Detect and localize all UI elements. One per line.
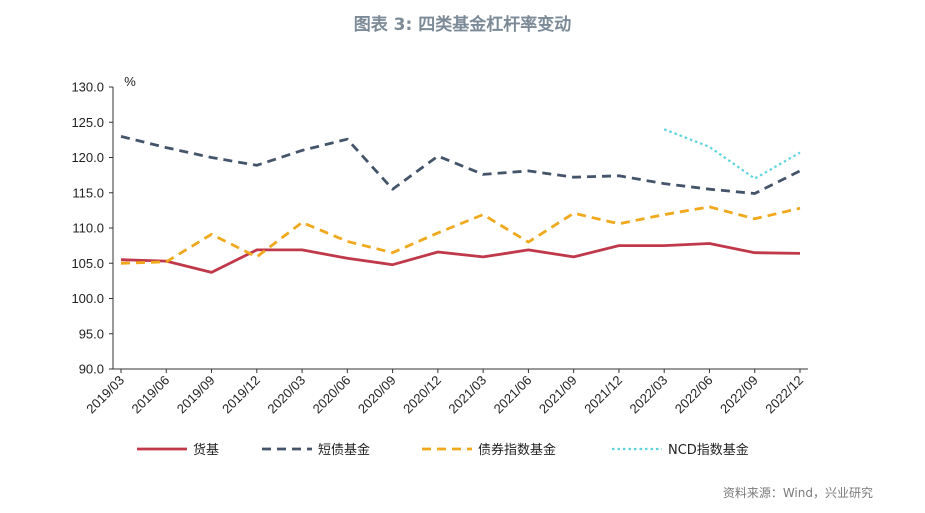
x-tick-label: 2020/06	[310, 373, 354, 417]
series-line-2	[120, 205, 801, 265]
x-tick-label: 2019/09	[174, 373, 218, 417]
y-tick-label: 120.0	[71, 150, 104, 165]
x-tick-label: 2020/12	[400, 373, 444, 417]
x-tick-label: 2021/09	[536, 373, 580, 417]
y-tick-label: 115.0	[72, 185, 104, 200]
x-tick-label: 2021/06	[491, 373, 535, 417]
series-line-1	[120, 135, 801, 195]
source-note: 资料来源：Wind，兴业研究	[722, 486, 873, 500]
legend-label-0: 货基	[193, 442, 219, 458]
x-tick-label: 2021/12	[581, 373, 625, 417]
x-tick-label: 2022/12	[762, 373, 806, 417]
legend-label-3: NCD指数基金	[668, 442, 749, 458]
x-tick-label: 2019/03	[83, 373, 127, 417]
chart-title: 图表 3: 四类基金杠杆率变动	[353, 15, 572, 35]
series-line-3	[663, 128, 801, 180]
series-line-0	[120, 242, 801, 274]
y-tick-label: 95.0	[79, 326, 104, 341]
x-tick-label: 2020/09	[355, 373, 399, 417]
y-axis-unit-label: %	[124, 74, 136, 89]
legend-label-1: 短债基金	[318, 442, 370, 458]
x-tick-label: 2021/03	[445, 373, 489, 417]
line-chart: 130.0 125.0 120.0 115.0 110.0 105.0 100.0 95.0 9…	[71, 74, 808, 458]
x-tick-label: 2022/03	[626, 373, 670, 417]
y-tick-label: 100.0	[71, 291, 104, 306]
legend-label-2: 债券指数基金	[478, 442, 556, 458]
x-tick-label: 2022/09	[717, 373, 761, 417]
y-tick-label: 90.0	[79, 362, 104, 377]
y-tick-label: 110.0	[72, 221, 104, 236]
chart-legend: 货基 短债基金 债券指数基金 NCD指数基金	[137, 442, 749, 458]
x-tick-label: 2019/12	[219, 373, 263, 417]
x-tick-label: 2020/03	[264, 373, 308, 417]
chart-series	[120, 128, 801, 274]
x-tick-label: 2022/06	[672, 373, 716, 417]
y-tick-label: 105.0	[71, 256, 104, 271]
y-tick-label: 130.0	[71, 80, 104, 95]
x-tick-label: 2019/06	[129, 373, 173, 417]
y-tick-label: 125.0	[71, 115, 104, 130]
